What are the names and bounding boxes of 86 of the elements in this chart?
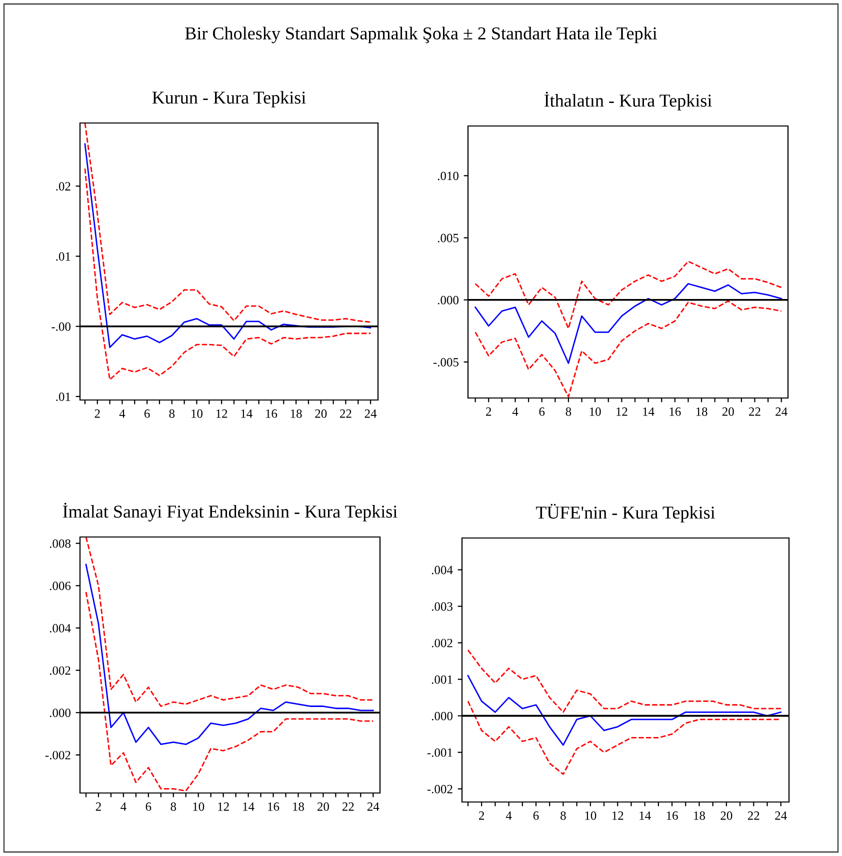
chart-title: İmalat Sanayi Fiyat Endeksinin - Kura Tepkisi <box>62 502 398 522</box>
x-tick-label: 16 <box>670 407 681 416</box>
x-tick-label: 2 <box>94 409 100 418</box>
y-tick-label: .000 <box>50 708 70 718</box>
x-tick-label: 10 <box>590 407 601 416</box>
y-tick-label: -.001 <box>427 748 452 757</box>
y-tick-label: .003 <box>432 602 452 611</box>
x-tick-label: 24 <box>776 407 788 416</box>
y-tick-label: -.002 <box>45 750 70 760</box>
x-tick-label: 2 <box>486 407 492 416</box>
x-tick-label: 8 <box>566 407 572 416</box>
line-series <box>474 300 782 398</box>
x-tick-label: 12 <box>612 811 624 820</box>
x-tick-label: 22 <box>342 802 354 811</box>
chart-title: İthalatın - Kura Tepkisi <box>544 92 712 110</box>
y-tick-label: .004 <box>432 566 453 574</box>
line-series <box>467 700 782 775</box>
x-tick-label: 20 <box>722 407 734 416</box>
y-tick-label: .002 <box>50 666 70 675</box>
x-tick-label: 20 <box>317 802 329 811</box>
x-tick-label: 6 <box>533 811 539 820</box>
y-tick-label: .008 <box>50 539 70 548</box>
y-tick-label: .005 <box>438 234 458 242</box>
x-tick-label: 24 <box>367 802 380 811</box>
y-tick-label: .02 <box>56 182 70 191</box>
x-tick-label: 8 <box>169 409 175 418</box>
y-tick-label: .010 <box>438 172 458 180</box>
x-tick-label: 22 <box>748 811 760 820</box>
x-tick-label: 2 <box>96 802 101 811</box>
x-tick-label: 12 <box>616 407 628 416</box>
x-tick-label: 20 <box>720 811 732 820</box>
line-series <box>84 143 372 348</box>
x-tick-label: 12 <box>216 409 228 418</box>
x-tick-label: 20 <box>315 409 327 418</box>
y-tick-label: .000 <box>432 712 452 720</box>
x-tick-label: 18 <box>694 811 705 820</box>
line-series <box>85 564 374 746</box>
x-tick-label: 18 <box>696 407 708 416</box>
x-tick-label: 16 <box>666 811 678 820</box>
x-tick-label: 12 <box>218 802 229 811</box>
line-series <box>474 283 782 364</box>
y-tick-label: .01 <box>56 252 70 261</box>
y-tick-label: .000 <box>438 296 458 304</box>
x-tick-label: 4 <box>120 802 126 811</box>
line-series <box>85 591 374 792</box>
x-tick-label: 16 <box>266 409 278 418</box>
x-tick-label: 4 <box>512 407 518 416</box>
y-tick-label: .001 <box>432 675 452 684</box>
x-tick-label: 14 <box>243 802 254 811</box>
y-tick-label: .006 <box>50 582 71 590</box>
line-series <box>84 168 372 380</box>
x-tick-label: 4 <box>506 811 512 820</box>
x-tick-label: 18 <box>290 409 302 418</box>
line-series <box>84 123 372 323</box>
x-tick-label: 24 <box>364 409 377 418</box>
x-tick-label: 8 <box>170 802 176 811</box>
line-series <box>467 674 782 746</box>
x-tick-label: 22 <box>749 407 760 416</box>
x-tick-label: 4 <box>119 409 126 418</box>
x-tick-label: 10 <box>192 409 202 418</box>
chart-title: Kurun - Kura Tepkisi <box>152 91 306 108</box>
x-tick-label: 14 <box>640 811 651 820</box>
line-series <box>85 537 374 707</box>
x-tick-label: 6 <box>146 802 152 811</box>
x-tick-label: 10 <box>585 811 596 820</box>
x-tick-label: 6 <box>144 409 150 418</box>
y-tick-label: .002 <box>432 638 452 648</box>
y-tick-label: -.00 <box>52 322 70 331</box>
x-tick-label: 18 <box>293 802 304 811</box>
x-tick-label: 24 <box>775 811 787 820</box>
line-series <box>474 260 782 330</box>
x-tick-label: 10 <box>193 802 204 811</box>
y-tick-label: -.002 <box>427 784 452 794</box>
x-tick-label: 22 <box>340 409 352 418</box>
x-tick-label: 6 <box>539 407 545 416</box>
chart-title: TÜFE'nin - Kura Tepkisi <box>536 504 715 522</box>
y-tick-label: .004 <box>50 624 71 632</box>
line-series <box>467 649 782 713</box>
x-tick-label: 8 <box>560 811 566 820</box>
x-tick-label: 14 <box>241 409 252 418</box>
x-tick-label: 14 <box>643 407 654 416</box>
x-tick-label: 16 <box>268 802 280 811</box>
text: Bir Cholesky Standart Sapmalık Şoka ± 2 Standart Hata ile Tepki <box>185 26 657 44</box>
y-tick-label: -.005 <box>433 358 458 366</box>
x-tick-label: 2 <box>479 811 484 820</box>
y-tick-label: .01 <box>56 392 70 402</box>
